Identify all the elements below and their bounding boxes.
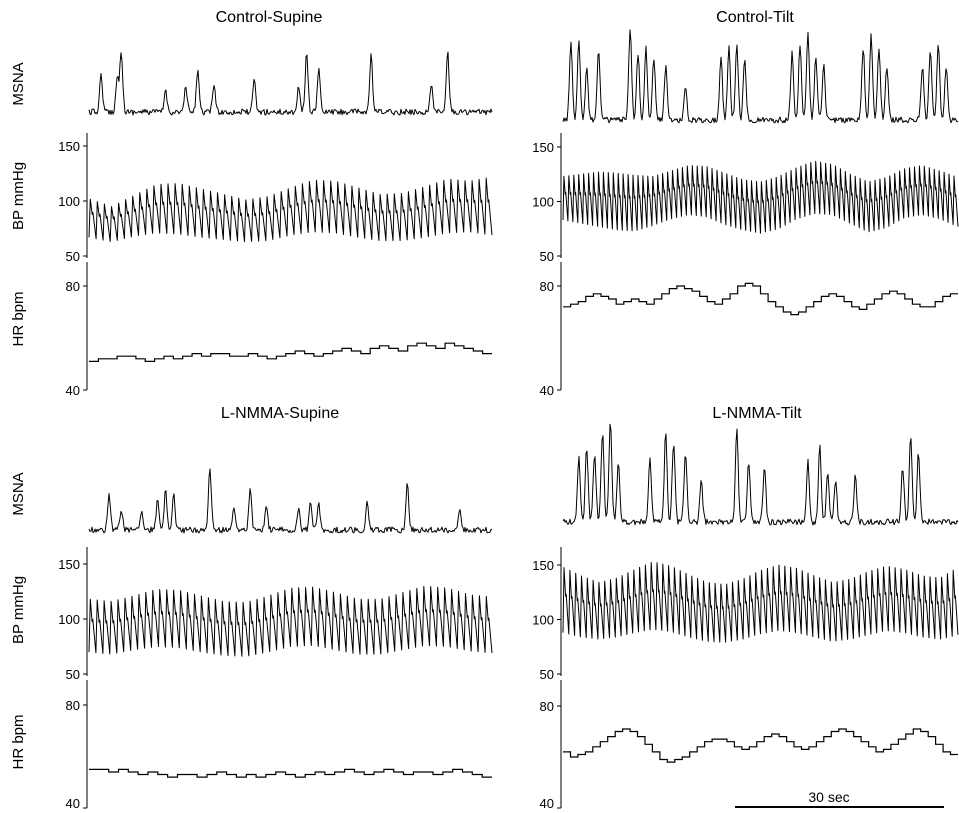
- hr-tick-label: 40: [540, 383, 554, 398]
- bp-trace-lnmma-supine: [88, 585, 493, 657]
- bp-trace-lnmma-tilt: [562, 562, 959, 643]
- panel-title-lnmma-supine: L-NMMA-Supine: [221, 405, 339, 422]
- bp-tick-label: 150: [58, 557, 80, 572]
- msna-trace-lnmma-tilt: [562, 423, 959, 526]
- ylabel-msna-bottom: MSNA: [10, 472, 27, 515]
- panel-title-lnmma-tilt: L-NMMA-Tilt: [712, 405, 802, 422]
- hr-tick-label: 40: [540, 796, 554, 811]
- ylabel-bp-top: BP mmHg: [10, 162, 27, 230]
- hr-tick-label: 80: [540, 279, 554, 294]
- hr-tick-label: 40: [66, 796, 80, 811]
- bp-tick-label: 100: [58, 194, 80, 209]
- ylabel-msna-top: MSNA: [10, 62, 27, 105]
- hr-tick-label: 80: [66, 698, 80, 713]
- bp-tick-label: 50: [66, 249, 80, 264]
- hr-trace-lnmma-tilt: [563, 728, 958, 763]
- bp-tick-label: 150: [532, 140, 554, 155]
- panel-title-control-tilt: Control-Tilt: [716, 9, 794, 26]
- ylabel-bp-bottom: BP mmHg: [10, 576, 27, 644]
- hr-trace-control-supine: [89, 342, 492, 362]
- bp-tick-label: 150: [532, 558, 554, 573]
- hr-trace-control-tilt: [563, 282, 958, 316]
- hr-trace-lnmma-supine: [89, 768, 492, 778]
- bp-tick-label: 100: [58, 612, 80, 627]
- ylabel-hr-bottom: HR bpm: [10, 714, 27, 769]
- msna-trace-control-tilt: [562, 29, 959, 124]
- bp-trace-control-supine: [88, 177, 493, 243]
- ylabel-hr-top: HR bpm: [10, 291, 27, 346]
- bp-tick-label: 100: [532, 195, 554, 210]
- msna-trace-lnmma-supine: [88, 468, 493, 534]
- hr-tick-label: 80: [66, 279, 80, 294]
- panel-title-control-supine: Control-Supine: [216, 9, 323, 26]
- bp-tick-label: 50: [540, 667, 554, 682]
- hr-tick-label: 80: [540, 699, 554, 714]
- bp-tick-label: 150: [58, 139, 80, 154]
- scale-bar-label: 30 sec: [808, 789, 849, 805]
- bp-tick-label: 100: [532, 613, 554, 628]
- bp-trace-control-tilt: [562, 160, 959, 234]
- axis-ticks: 50 100 150 40 80 50 100 150 40 80 50 100 150 40 80 50 10…: [58, 139, 561, 811]
- bp-tick-label: 50: [540, 249, 554, 264]
- bp-tick-label: 50: [66, 667, 80, 682]
- msna-trace-control-supine: [88, 51, 493, 116]
- hr-tick-label: 40: [66, 383, 80, 398]
